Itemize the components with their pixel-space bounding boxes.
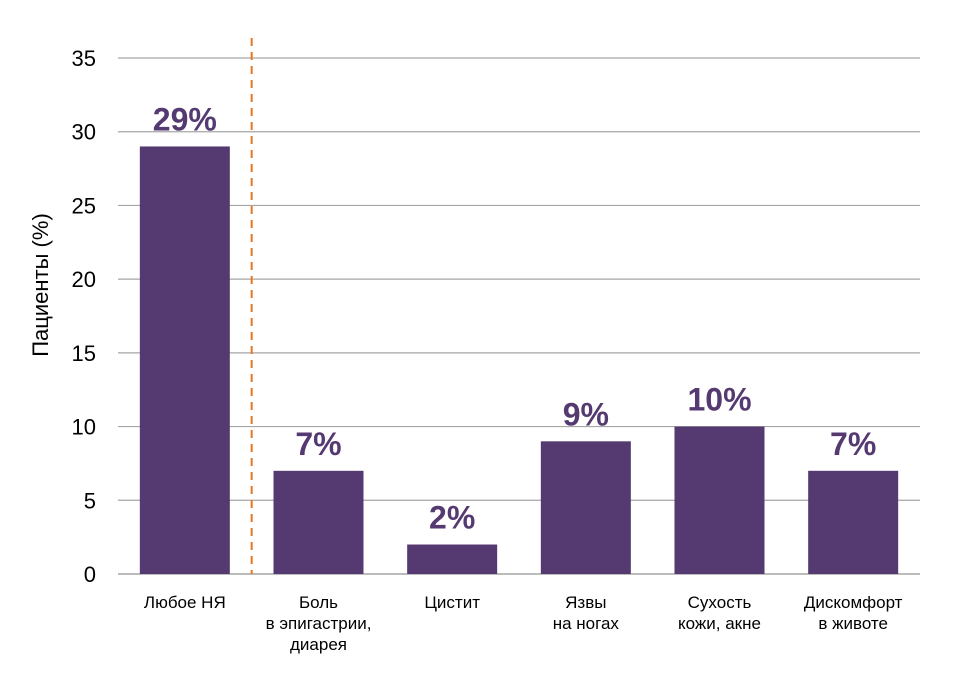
data-labels: 29% 7% 2% 9% 10% 7% bbox=[153, 101, 876, 535]
x-category-label: Сухость кожи, акне bbox=[678, 593, 761, 633]
y-tick-label: 35 bbox=[72, 46, 96, 71]
x-category-label: Любое НЯ bbox=[144, 593, 226, 612]
bar bbox=[674, 426, 765, 574]
y-tick-label: 0 bbox=[84, 562, 96, 587]
x-category-label: Дискомфорт в животе bbox=[804, 593, 903, 633]
y-tick-label: 5 bbox=[84, 488, 96, 513]
data-label: 29% bbox=[153, 101, 217, 137]
x-category-label: Боль в эпигастрии, диарея bbox=[266, 593, 372, 654]
y-tick-label: 30 bbox=[72, 120, 96, 145]
y-tick-label: 15 bbox=[72, 341, 96, 366]
x-category-label: Язвы на ногах bbox=[553, 593, 620, 633]
bar bbox=[273, 470, 364, 574]
data-label: 7% bbox=[295, 426, 341, 462]
x-category-label: Цистит bbox=[424, 593, 480, 612]
y-tick-label: 25 bbox=[72, 193, 96, 218]
y-tick-label: 10 bbox=[72, 415, 96, 440]
data-label: 10% bbox=[687, 382, 751, 418]
y-axis-ticks: 0 5 10 15 20 25 30 35 bbox=[72, 46, 96, 587]
gridlines bbox=[118, 57, 920, 575]
bar bbox=[540, 441, 631, 574]
bar bbox=[407, 544, 498, 574]
data-label: 2% bbox=[429, 500, 475, 536]
bars bbox=[139, 146, 899, 574]
bar bbox=[139, 146, 230, 574]
y-tick-label: 20 bbox=[72, 267, 96, 292]
data-label: 9% bbox=[563, 396, 609, 432]
x-axis-categories: Любое НЯ Боль в эпигастрии, диарея Цистит Язв… bbox=[144, 593, 903, 654]
bar bbox=[808, 470, 899, 574]
data-label: 7% bbox=[830, 426, 876, 462]
y-axis-title: Пациенты (%) bbox=[28, 213, 53, 357]
